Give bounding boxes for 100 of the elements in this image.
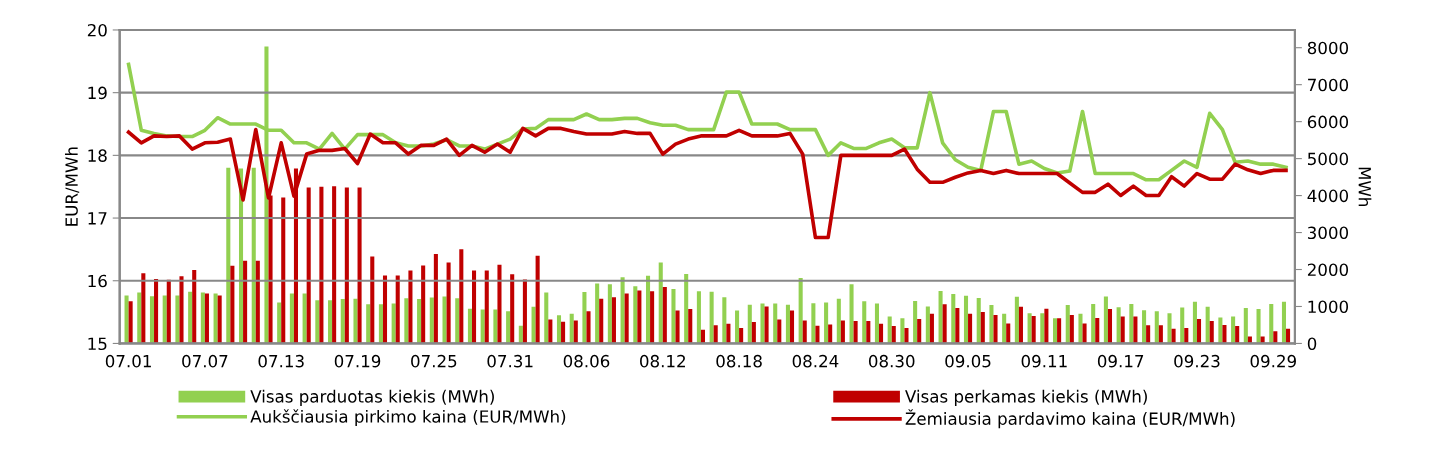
bar	[433, 253, 438, 344]
bar	[1256, 309, 1261, 344]
bar	[955, 307, 960, 344]
bar	[658, 262, 663, 344]
bar	[1103, 296, 1108, 344]
bar	[904, 327, 909, 344]
bar	[789, 310, 795, 344]
bar	[166, 279, 171, 344]
bar	[340, 299, 345, 344]
x-tick-label: 09.23	[1174, 354, 1220, 368]
bar	[446, 262, 451, 344]
bar	[853, 320, 858, 344]
y2-tick-label: 4000	[1307, 189, 1349, 203]
bar	[662, 286, 667, 344]
bar	[357, 187, 362, 344]
x-tick-label: 07.13	[258, 354, 304, 368]
bar	[611, 297, 616, 344]
y2-tick-label: 3000	[1307, 226, 1349, 240]
bar	[404, 298, 409, 344]
legend-label: Aukščiausia pirkimo kaina (EUR/MWh)	[250, 409, 566, 427]
bar	[484, 270, 489, 344]
bar	[522, 279, 527, 344]
bar	[1281, 301, 1287, 344]
bar	[226, 167, 231, 344]
bar	[1091, 303, 1096, 344]
bar	[713, 325, 718, 344]
x-tick-label: 07.31	[487, 354, 533, 368]
bar	[1006, 323, 1011, 344]
y2-tick-label: 7000	[1308, 78, 1349, 92]
bar	[548, 319, 553, 344]
bar	[1027, 313, 1032, 344]
x-tick-label: 08.18	[716, 354, 762, 368]
bar	[391, 303, 396, 344]
bar	[675, 310, 680, 344]
bar	[531, 306, 536, 344]
bar	[709, 291, 714, 344]
bar	[777, 319, 782, 344]
y-tick-label: 15	[88, 337, 107, 351]
bar	[684, 273, 689, 344]
bar	[802, 320, 807, 344]
bar	[1069, 314, 1074, 344]
bar	[866, 320, 871, 344]
bar	[1002, 313, 1007, 344]
bar	[1142, 310, 1147, 344]
bar	[306, 187, 311, 344]
bar	[366, 304, 371, 344]
bar	[1057, 318, 1062, 344]
x-tick-label: 09.05	[945, 354, 991, 368]
bar	[650, 291, 655, 344]
bar	[1044, 308, 1049, 344]
y-tick-label: 19	[88, 86, 107, 100]
bar	[429, 297, 434, 344]
x-tick-label: 08.12	[640, 354, 685, 368]
bar	[1196, 319, 1202, 344]
bar	[1269, 303, 1274, 344]
x-tick-label: 09.11	[1021, 354, 1067, 368]
bar	[798, 278, 803, 344]
bar	[204, 293, 209, 344]
bar	[963, 295, 969, 344]
x-tick-label: 07.01	[105, 354, 151, 368]
bar	[137, 292, 142, 344]
bar	[467, 308, 472, 344]
bar	[544, 292, 549, 344]
bar	[993, 314, 998, 344]
bar	[1222, 324, 1227, 344]
legend-label: Žemiausia pardavimo kaina (EUR/MWh)	[905, 409, 1235, 429]
x-tick-label: 07.19	[334, 354, 381, 368]
x-tick-label: 08.24	[792, 354, 839, 368]
bar	[442, 296, 447, 344]
bar	[332, 186, 337, 344]
bar	[230, 265, 235, 344]
bar	[840, 320, 845, 344]
bar	[1053, 318, 1058, 344]
bar	[561, 321, 566, 344]
bar	[1218, 317, 1223, 344]
bar	[141, 273, 146, 344]
bar	[726, 323, 731, 344]
bar	[175, 295, 180, 344]
bar	[980, 312, 985, 344]
bar	[879, 323, 884, 344]
y2-tick-label: 0	[1307, 337, 1317, 351]
bar	[836, 298, 841, 344]
bar	[760, 303, 765, 344]
bar	[586, 311, 591, 344]
x-tick-label: 07.25	[411, 354, 457, 368]
bar	[370, 256, 375, 344]
bar	[179, 276, 184, 344]
y2-tick-label: 2000	[1307, 263, 1349, 277]
bar	[951, 293, 956, 344]
y-tick-label: 18	[88, 149, 107, 162]
bar	[421, 265, 426, 344]
bar	[929, 313, 934, 344]
x-tick-label: 08.06	[563, 354, 610, 368]
bar	[472, 270, 477, 344]
bar	[1082, 323, 1087, 344]
bar	[1192, 301, 1197, 344]
bar	[891, 326, 896, 344]
bar	[747, 304, 752, 344]
bar	[633, 286, 638, 344]
bar	[1158, 325, 1163, 344]
